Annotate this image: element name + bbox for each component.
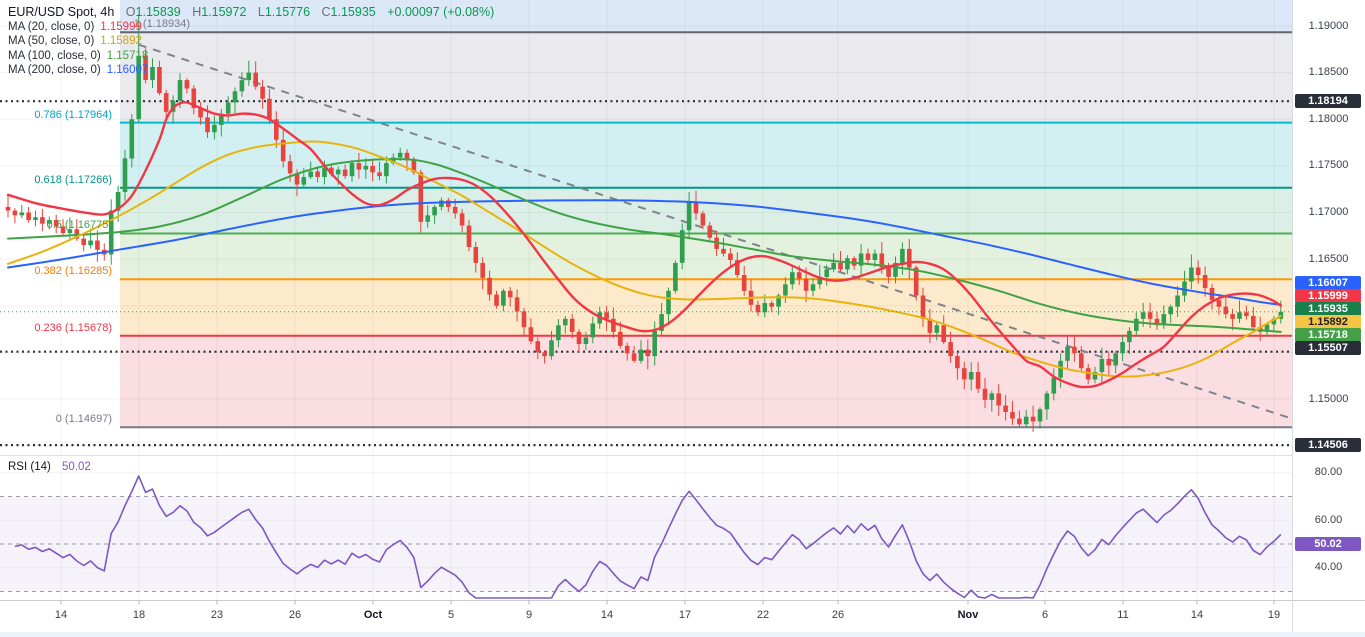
time-label: 5	[447, 609, 455, 621]
time-label: 22	[756, 609, 770, 621]
fib-level-label: 0.618 (1.17266)	[34, 173, 112, 186]
time-label-month: Nov	[957, 609, 979, 621]
time-label: 11	[1117, 609, 1129, 621]
rsi-tick-label: 80.00	[1314, 466, 1343, 479]
price-tick-label: 1.15000	[1308, 392, 1349, 405]
fib-level-label: 0.5 (1.16775)	[46, 219, 112, 232]
change-value: +0.00097 (+0.08%)	[387, 5, 495, 19]
time-label-month: Oct	[363, 609, 383, 621]
ma200-value: 1.16007	[106, 64, 149, 76]
price-axis-badge: 1.15507	[1295, 341, 1361, 355]
price-tick-label: 1.18500	[1308, 66, 1349, 79]
ma50-value: 1.15892	[100, 35, 142, 47]
price-axis-badge: 1.14506	[1295, 438, 1361, 452]
rsi-value: 50.02	[62, 461, 91, 473]
open-value: 1.15839	[135, 5, 181, 19]
ma100-value: 1.15718	[106, 49, 149, 62]
price-axis-badge: 1.18194	[1295, 94, 1361, 108]
close-value: 1.15935	[330, 5, 376, 19]
fib-level-label: 0.786 (1.17964)	[34, 108, 112, 121]
rsi-tick-label: 60.00	[1314, 513, 1343, 526]
MA20-line	[6, 100, 1282, 389]
time-label: 6	[1041, 609, 1049, 621]
rsi-legend[interactable]: RSI (14) 50.02	[8, 461, 91, 473]
symbol-legend: EUR/USD Spot, 4h O1.15839 H1.15972 L1.15…	[8, 5, 494, 77]
time-label: 19	[1267, 609, 1281, 621]
time-axis[interactable]: 14 18 23 26 Oct 5 9 14 17 22 26 Nov 6 11 14 19	[0, 601, 1292, 632]
high-label: H	[192, 5, 202, 19]
rsi-line	[14, 475, 1282, 599]
symbol-title[interactable]: EUR/USD Spot, 4h	[8, 5, 115, 19]
bottom-strip	[0, 632, 1365, 637]
time-label: 18	[132, 609, 146, 621]
close-label: C	[321, 5, 331, 19]
price-tick-label: 1.19000	[1308, 19, 1349, 32]
price-axis-badge: 1.15892	[1295, 315, 1361, 329]
fib-level-label: 1 (1.18934)	[133, 18, 190, 31]
price-axis[interactable]: 1.19000 1.18500 1.18000 1.17500 1.17000 1.165…	[1292, 0, 1365, 632]
price-tick-label: 1.17000	[1308, 206, 1349, 218]
price-tick-label: 1.16500	[1308, 252, 1349, 265]
time-label: 14	[600, 609, 614, 621]
time-label: 26	[288, 609, 302, 621]
MA200-line	[7, 199, 1282, 306]
time-label: 9	[525, 609, 533, 621]
ohlc-row: EUR/USD Spot, 4h O1.15839 H1.15972 L1.15…	[8, 5, 494, 19]
fib-level-label: 0.236 (1.15678)	[34, 321, 112, 334]
MA100-line	[7, 158, 1282, 333]
ma100-legend[interactable]: MA (100, close, 0) 1.15718	[8, 49, 149, 62]
ma20-value: 1.15999	[100, 20, 142, 33]
time-label: 14	[54, 609, 68, 621]
ma50-legend[interactable]: MA (50, close, 0) 1.15892	[8, 35, 142, 47]
price-axis-badge: 1.15935	[1295, 302, 1361, 316]
low-label: L	[257, 5, 265, 19]
time-label: 23	[210, 609, 224, 621]
rsi-axis-badge: 50.02	[1295, 536, 1361, 551]
time-label: 14	[1190, 609, 1204, 621]
price-axis-badge: 1.15718	[1295, 328, 1361, 342]
fib-level-label: 0 (1.14697)	[55, 413, 112, 426]
high-value: 1.15972	[201, 5, 247, 19]
time-label: 26	[831, 609, 845, 621]
rsi-label: RSI (14)	[8, 461, 51, 473]
MA50-line	[7, 140, 1282, 378]
price-tick-label: 1.18000	[1308, 112, 1349, 125]
time-label: 17	[678, 609, 692, 621]
low-value: 1.15776	[264, 5, 311, 19]
fib-level-label: 0.382 (1.16285)	[34, 265, 112, 278]
rsi-tick-label: 40.00	[1314, 561, 1343, 574]
price-axis-badge: 1.16007	[1295, 276, 1361, 290]
open-label: O	[125, 5, 136, 19]
price-tick-label: 1.17500	[1308, 159, 1349, 172]
price-axis-badge: 1.15999	[1295, 289, 1361, 303]
ma200-legend[interactable]: MA (200, close, 0) 1.16007	[8, 64, 149, 76]
ma20-legend[interactable]: MA (20, close, 0) 1.15999	[8, 20, 142, 33]
